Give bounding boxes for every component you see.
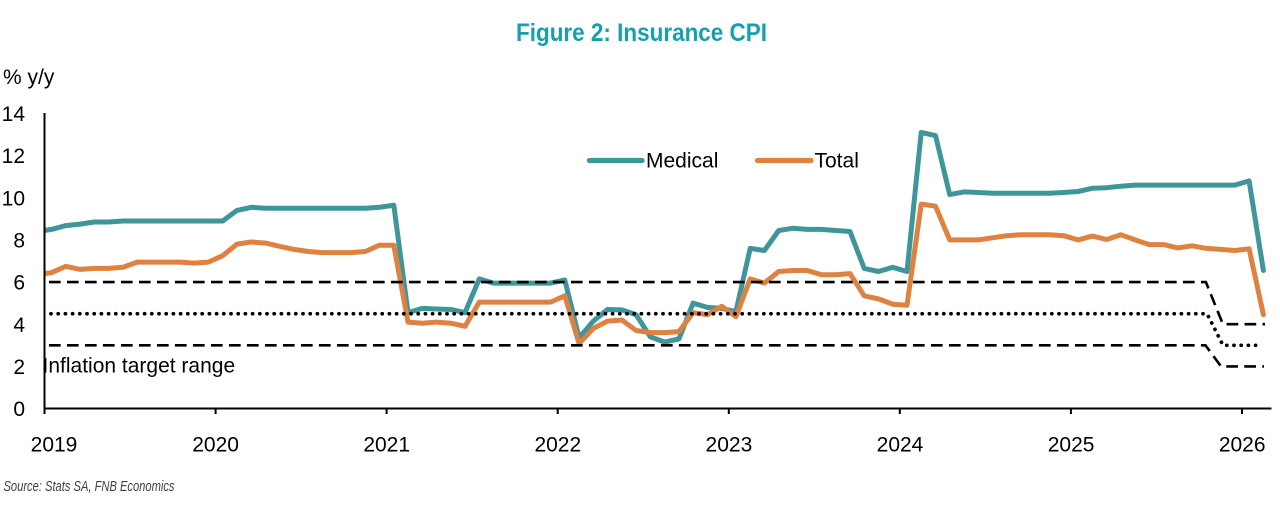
- svg-text:0: 0: [13, 398, 25, 421]
- svg-text:6: 6: [13, 272, 25, 295]
- svg-text:2023: 2023: [706, 433, 753, 456]
- svg-text:2021: 2021: [363, 433, 410, 456]
- svg-text:10: 10: [2, 187, 25, 210]
- svg-text:2026: 2026: [1219, 433, 1266, 456]
- svg-text:12: 12: [2, 145, 25, 168]
- svg-text:2022: 2022: [534, 433, 581, 456]
- svg-text:2: 2: [13, 356, 25, 379]
- svg-text:% y/y: % y/y: [3, 66, 55, 89]
- svg-text:2019: 2019: [31, 433, 78, 456]
- svg-text:4: 4: [13, 314, 25, 337]
- svg-text:2025: 2025: [1048, 433, 1095, 456]
- svg-text:Figure 2: Insurance CPI: Figure 2: Insurance CPI: [516, 19, 767, 47]
- svg-text:8: 8: [13, 230, 25, 253]
- svg-text:2020: 2020: [192, 433, 239, 456]
- svg-text:Total: Total: [815, 150, 859, 173]
- svg-text:Medical: Medical: [646, 150, 718, 173]
- svg-text:2024: 2024: [877, 433, 924, 456]
- svg-text:Inflation target range: Inflation target range: [43, 355, 236, 378]
- svg-text:14: 14: [2, 103, 26, 126]
- svg-text:Source: Stats SA, FNB Economic: Source: Stats SA, FNB Economics: [4, 479, 175, 495]
